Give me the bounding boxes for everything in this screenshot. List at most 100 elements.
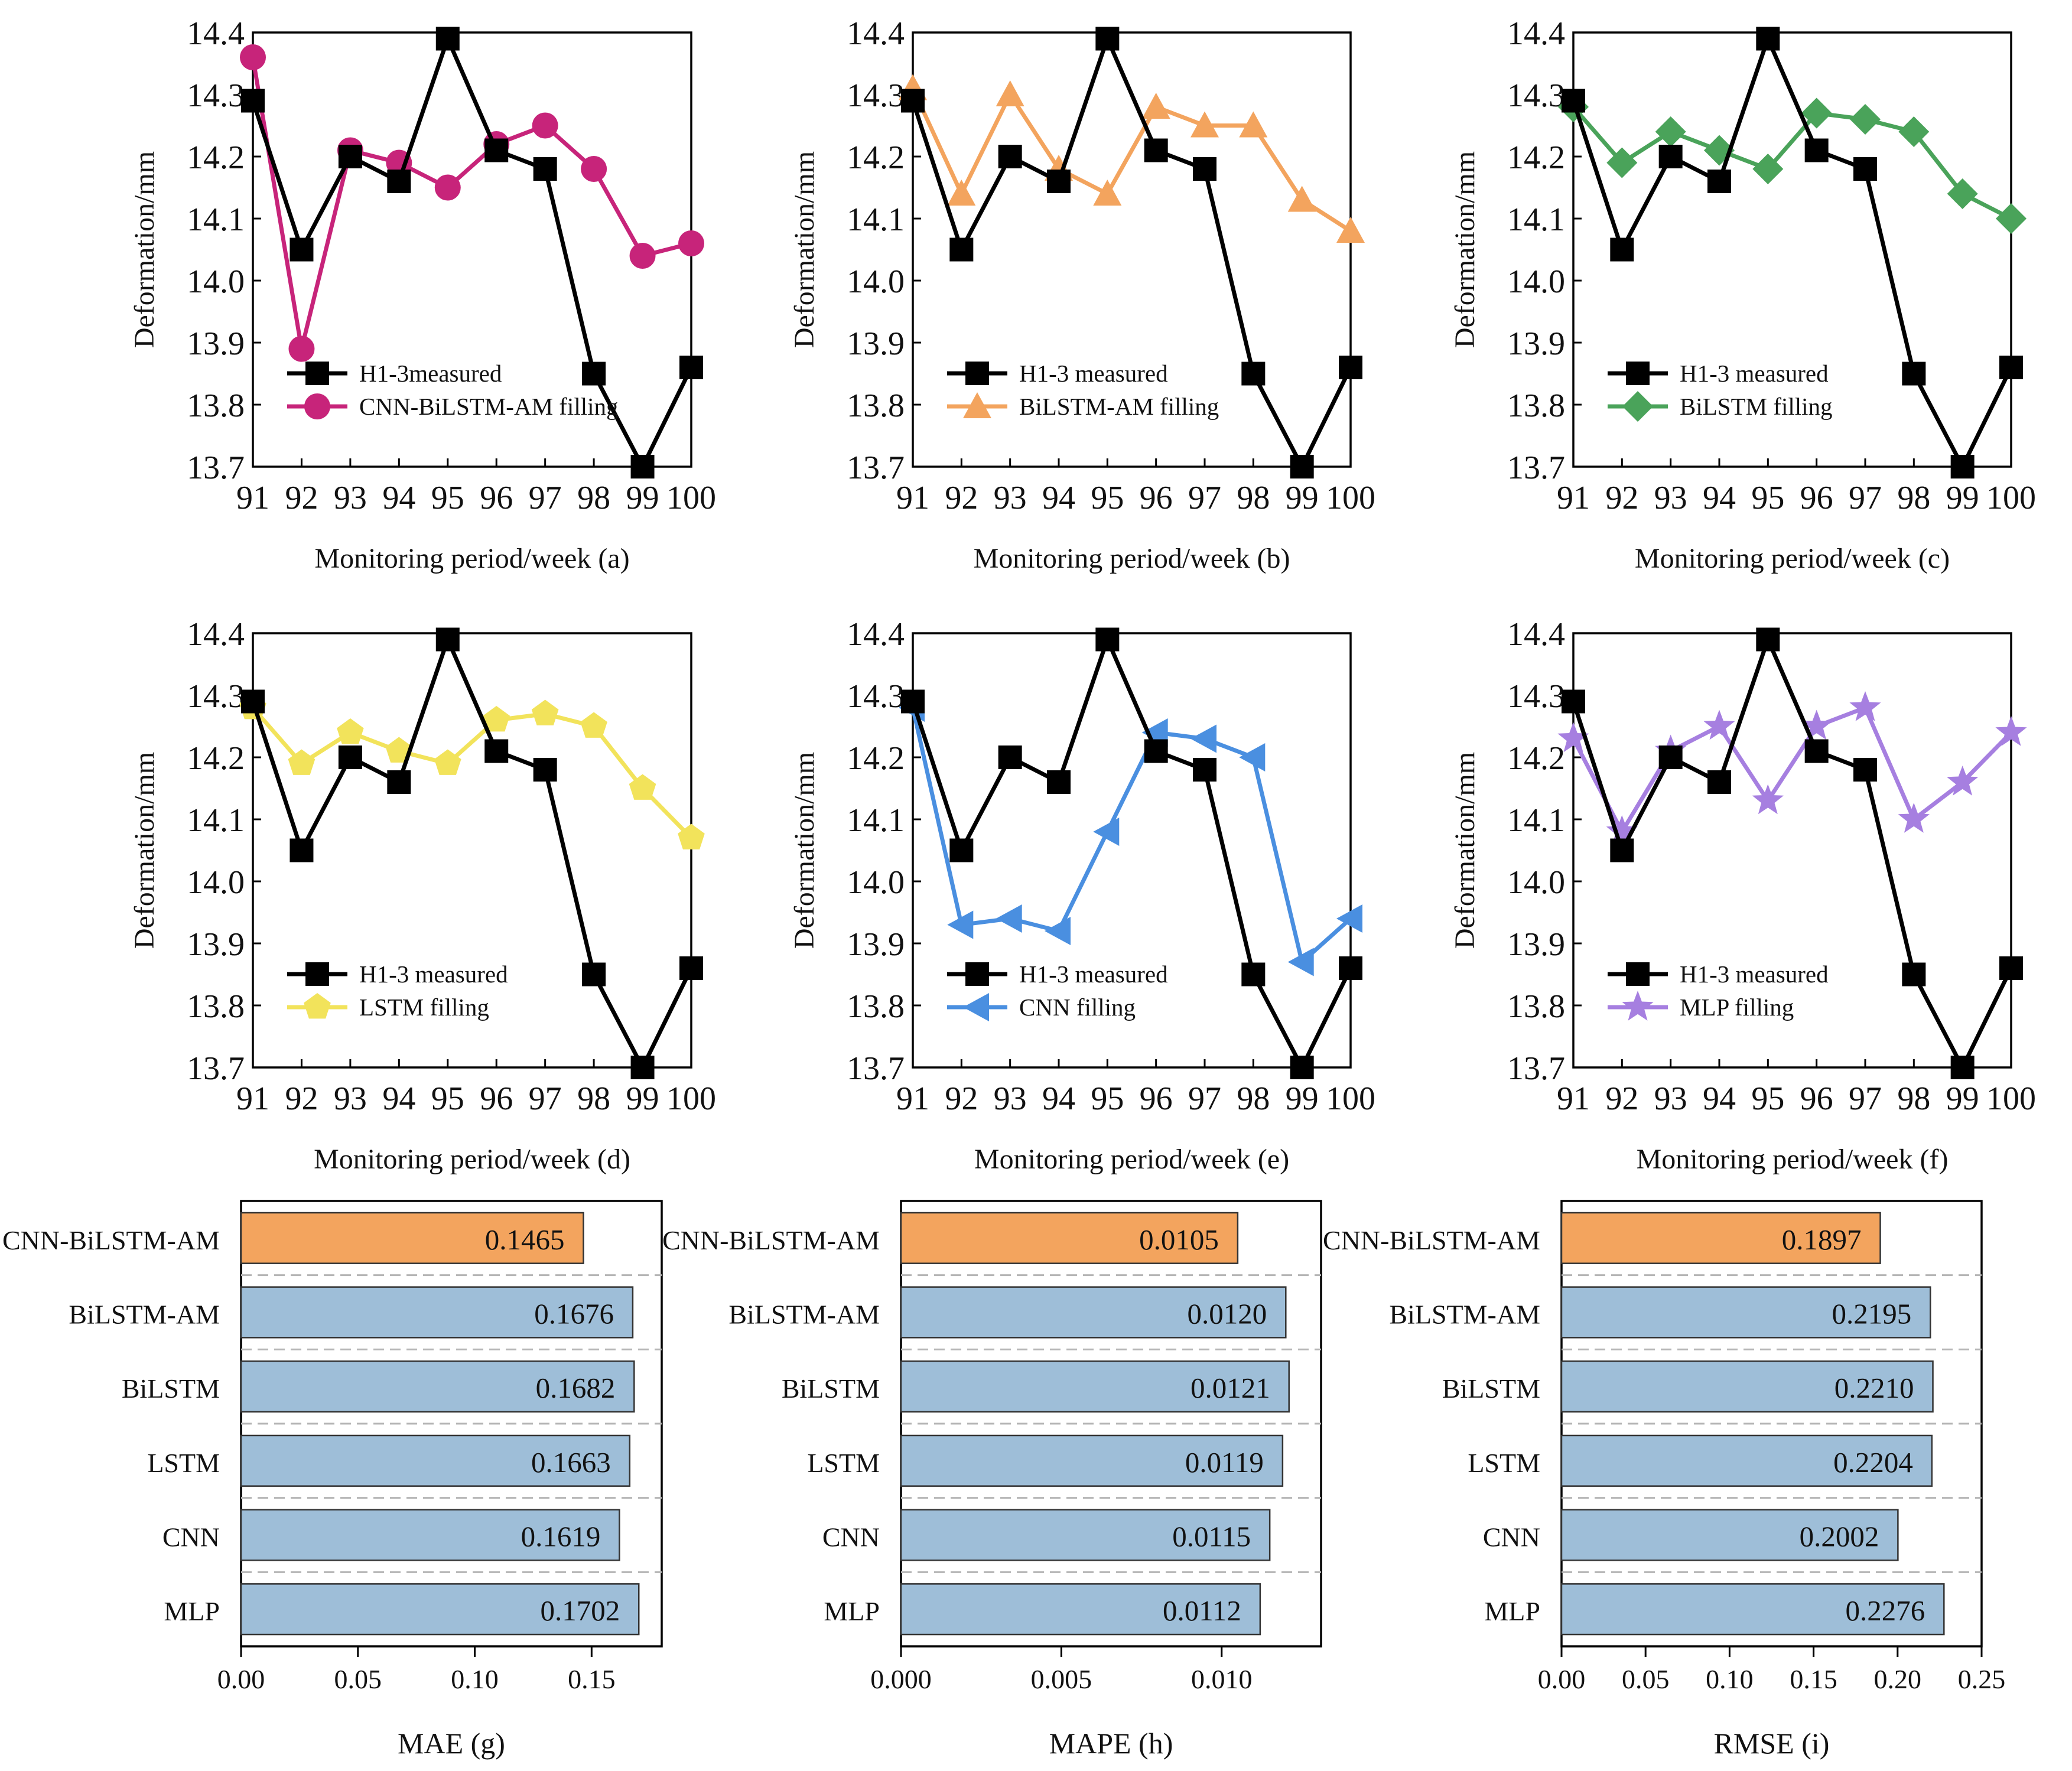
x-tick-label: 93 <box>1654 480 1687 516</box>
data-point <box>434 749 461 775</box>
y-tick-label: 13.8 <box>847 388 905 424</box>
data-point <box>1801 709 1833 740</box>
x-tick-label: 95 <box>1091 1080 1124 1117</box>
x-tick-label: 99 <box>626 480 659 516</box>
series-line-measured <box>1571 37 2014 469</box>
data-point <box>1610 838 1634 862</box>
x-axis-label: RMSE (i) <box>1714 1727 1830 1760</box>
x-tick-label: 99 <box>1286 1080 1319 1117</box>
x-tick-label: 97 <box>1188 480 1221 516</box>
legend-marker <box>1626 362 1650 385</box>
series-line-filling <box>910 87 1352 233</box>
y-tick-label: 13.8 <box>187 388 245 424</box>
category-label: BiLSTM <box>122 1373 220 1404</box>
y-tick-label: 13.8 <box>187 988 245 1025</box>
y-tick-label: 13.8 <box>1507 988 1565 1025</box>
bar <box>240 1212 584 1264</box>
data-point <box>533 758 557 782</box>
plot-frame <box>252 632 692 1069</box>
x-tick-label: 0.005 <box>1031 1664 1092 1694</box>
x-tick-label: 96 <box>1140 480 1173 516</box>
y-tick-label: 14.3 <box>847 77 905 114</box>
y-tick-label: 14.2 <box>187 740 245 777</box>
data-point <box>1658 145 1683 168</box>
data-point <box>1655 116 1686 147</box>
x-tick-label: 0.010 <box>1191 1664 1253 1694</box>
bar-value-label: 0.0105 <box>1139 1223 1219 1256</box>
data-point <box>1898 116 1930 147</box>
x-tick-label: 92 <box>945 1080 978 1117</box>
x-axis-label: Monitoring period/week (d) <box>314 1144 630 1175</box>
legend-label: H1-3 measured <box>1019 360 1168 387</box>
data-point <box>1095 627 1120 652</box>
chart-a: 13.7 13.8 13.9 14.0 14.1 14.2 14.3 14.4 91 92 93 94… <box>129 15 716 574</box>
data-point <box>1339 356 1362 379</box>
chart-e: 13.7 13.8 13.9 14.0 14.1 14.2 14.3 14.4 91 92 93 94… <box>789 616 1375 1175</box>
bar <box>1560 1360 1934 1413</box>
y-tick-label: 14.3 <box>847 678 905 715</box>
data-point <box>290 237 314 262</box>
legend-marker <box>304 993 331 1019</box>
category-label: MLP <box>824 1596 880 1626</box>
data-point <box>434 174 461 201</box>
series-line-measured <box>251 637 694 1070</box>
data-point <box>1045 917 1071 945</box>
bar <box>900 1509 1271 1561</box>
data-point <box>533 157 557 181</box>
y-tick-label: 13.7 <box>847 1050 905 1087</box>
data-point <box>1093 180 1122 206</box>
x-axis-label: Monitoring period/week (a) <box>314 543 629 574</box>
legend: H1-3measured CNN-BiLSTM-AM filling <box>287 360 619 420</box>
legend-label: H1-3 measured <box>359 961 508 988</box>
data-point <box>1290 1056 1314 1079</box>
chart-b: 13.7 13.8 13.9 14.0 14.1 14.2 14.3 14.4 91 92 93 94… <box>789 15 1375 574</box>
x-tick-label: 99 <box>1946 1080 1979 1117</box>
data-point <box>1190 724 1216 753</box>
data-point <box>996 80 1024 106</box>
data-point <box>998 745 1022 769</box>
bar-value-label: 0.2195 <box>1832 1298 1912 1330</box>
legend-marker <box>963 993 989 1021</box>
legend-marker <box>965 962 989 986</box>
bar-value-label: 0.1663 <box>531 1446 611 1479</box>
data-point <box>1606 147 1638 178</box>
data-point <box>1902 362 1926 386</box>
y-tick-label: 14.0 <box>1507 864 1565 901</box>
bar-value-label: 0.0121 <box>1190 1372 1270 1404</box>
bar-value-label: 0.1619 <box>521 1521 601 1553</box>
legend-label: CNN-BiLSTM-AM filling <box>359 393 619 420</box>
y-tick-label: 14.4 <box>187 616 245 653</box>
data-point <box>1756 27 1780 51</box>
y-tick-label: 14.3 <box>187 77 245 114</box>
x-axis-label: Monitoring period/week (b) <box>974 543 1290 574</box>
bar <box>900 1583 1261 1636</box>
x-tick-label: 93 <box>994 1080 1027 1117</box>
data-point <box>581 156 607 182</box>
data-point <box>1190 111 1219 138</box>
y-tick-label: 14.1 <box>847 201 905 238</box>
y-tick-label: 13.7 <box>187 1050 245 1087</box>
y-tick-label: 14.1 <box>187 201 245 238</box>
bar <box>240 1360 635 1413</box>
x-tick-label: 96 <box>1800 480 1833 516</box>
data-point <box>1287 948 1314 976</box>
x-tick-label: 96 <box>1140 1080 1173 1117</box>
y-tick-label: 14.3 <box>1507 77 1565 114</box>
data-point <box>1144 739 1168 763</box>
data-point <box>241 89 265 113</box>
legend-marker <box>965 362 989 385</box>
bar-value-label: 0.1465 <box>485 1223 565 1256</box>
bar-value-label: 0.1897 <box>1782 1223 1862 1256</box>
category-label: CNN <box>162 1522 220 1552</box>
legend: H1-3 measured BiLSTM filling <box>1608 360 1833 422</box>
chart-c: 13.7 13.8 13.9 14.0 14.1 14.2 14.3 14.4 91 92 93 94… <box>1449 15 2036 574</box>
data-point <box>1752 154 1784 184</box>
x-tick-label: 95 <box>431 1080 464 1117</box>
x-tick-label: 97 <box>1849 1080 1882 1117</box>
x-tick-label: 95 <box>431 480 464 516</box>
data-point <box>1804 739 1829 763</box>
data-point <box>1562 89 1585 113</box>
x-tick-label: 95 <box>1751 480 1784 516</box>
x-tick-label: 94 <box>382 480 415 516</box>
